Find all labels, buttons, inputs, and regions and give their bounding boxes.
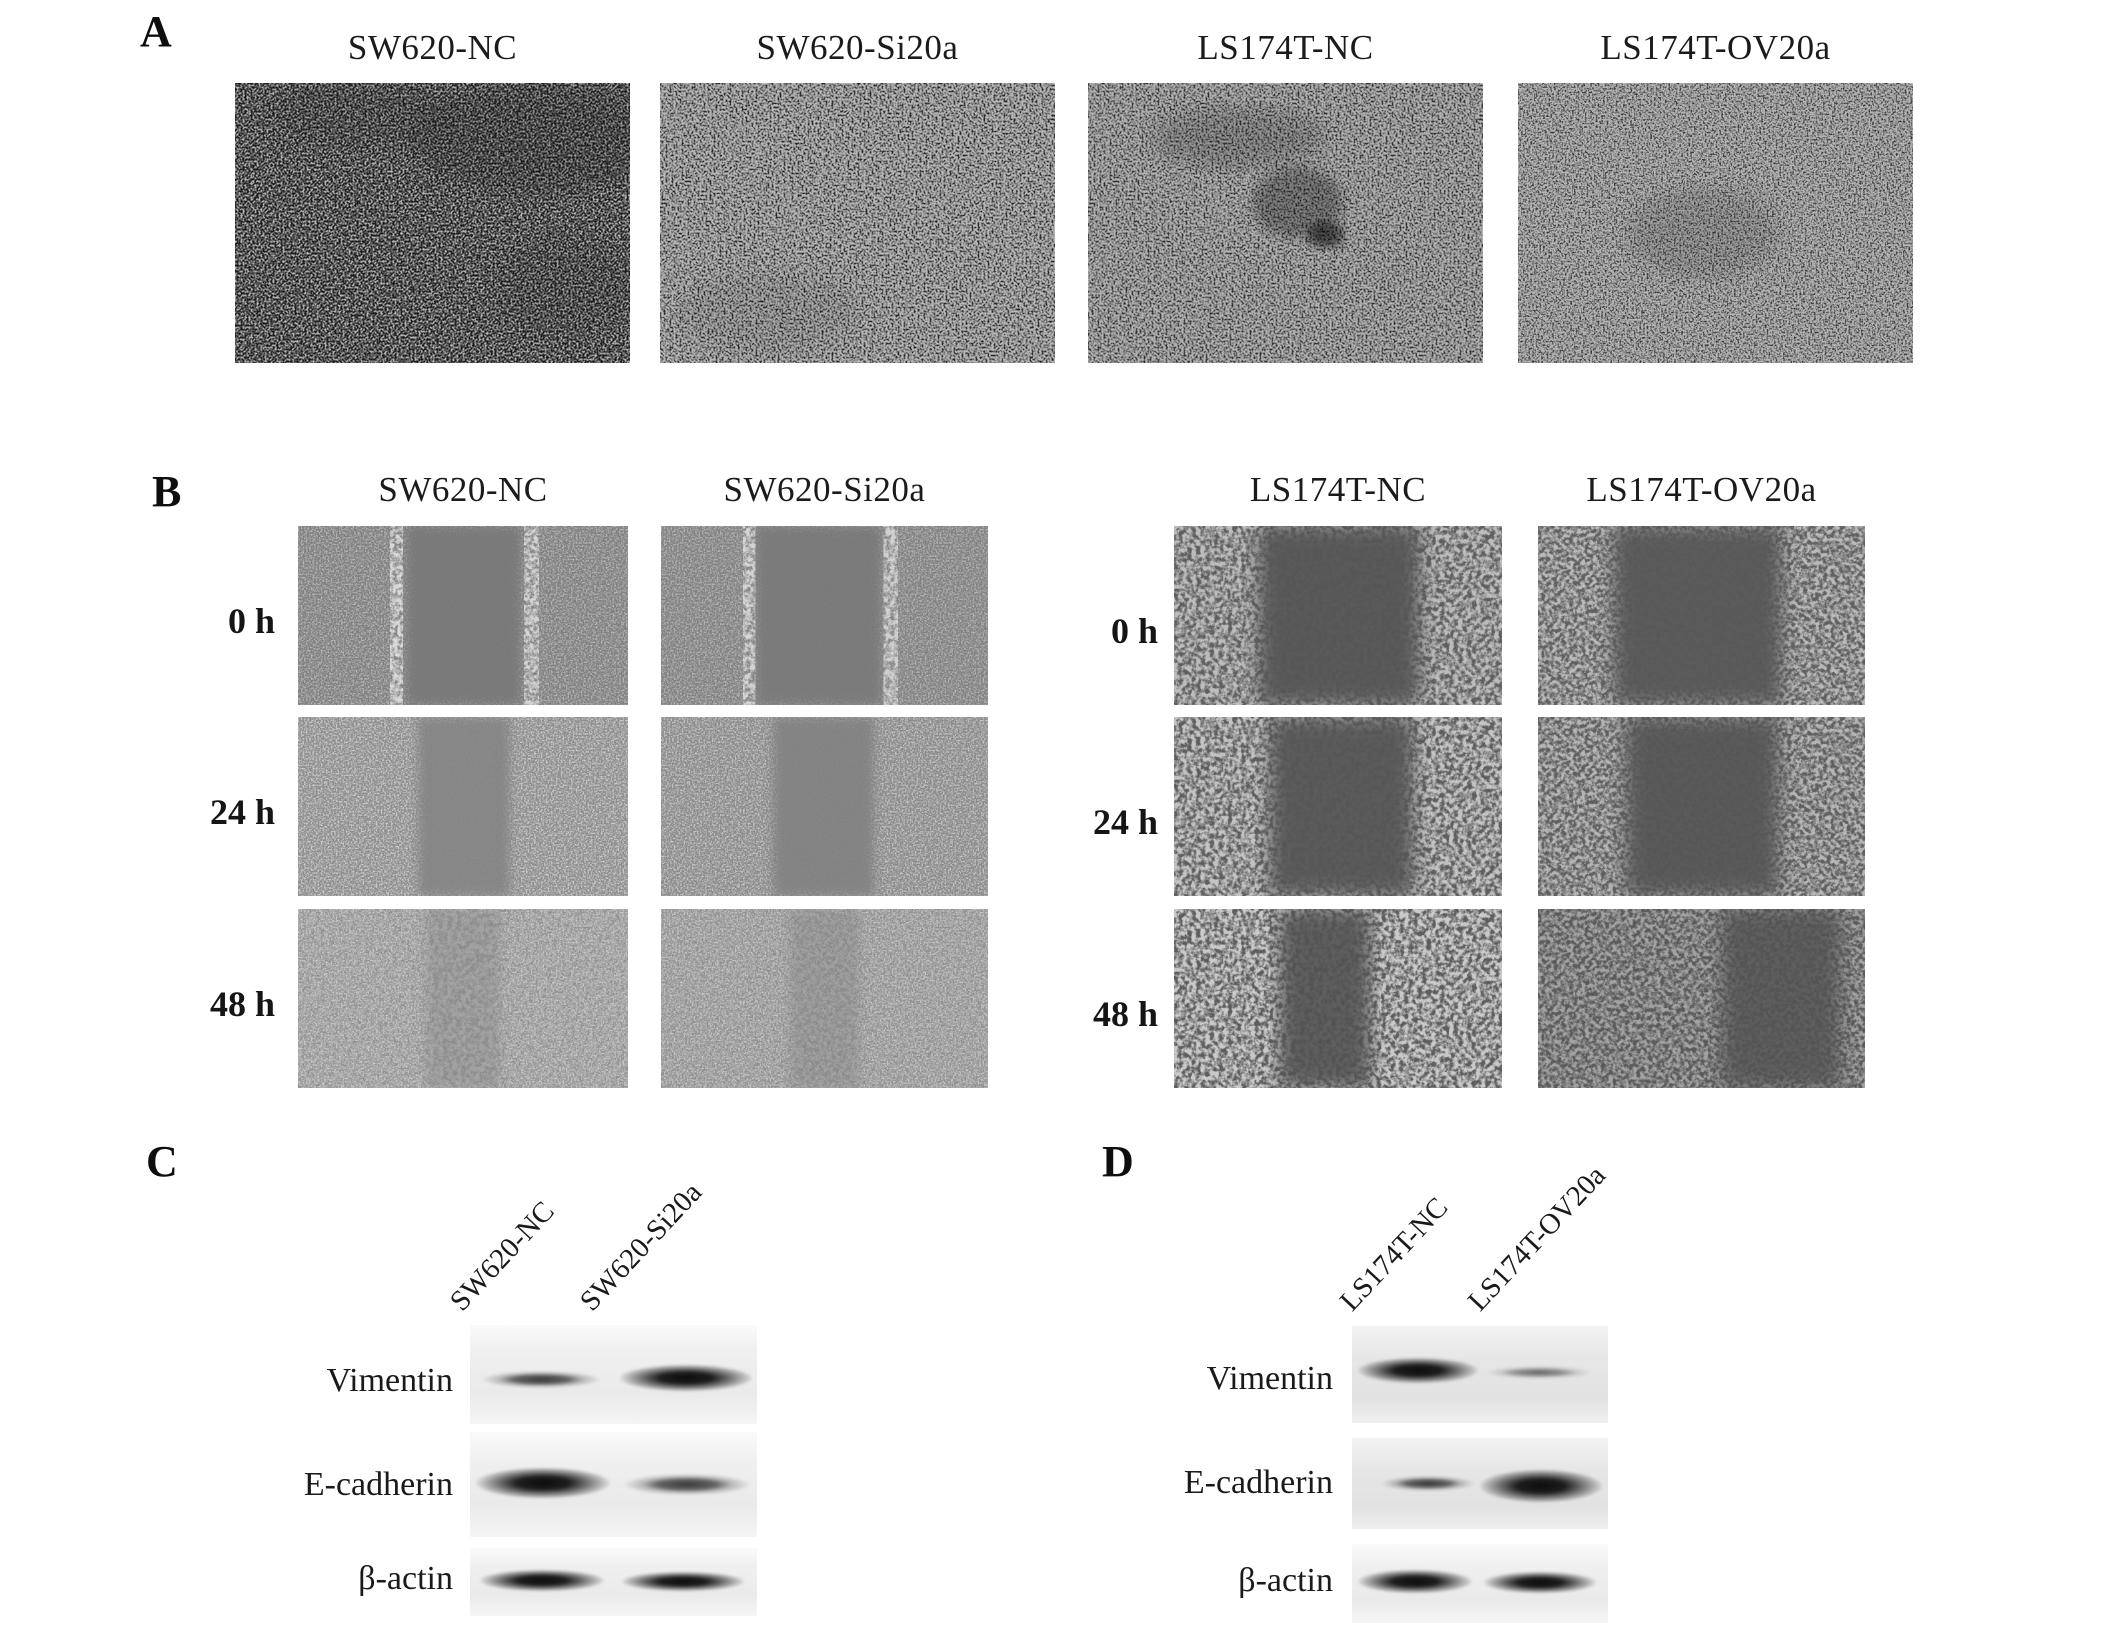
panel-b-header-ls174t-nc: LS174T-NC: [1249, 470, 1427, 509]
wound-ls174t-ov20a-24h: [1538, 717, 1865, 896]
timepoint-0h-right: 0 h: [1110, 611, 1158, 651]
wound-sw620-nc-24h: [298, 717, 628, 896]
band-d-ecadherin-lane1: [1382, 1476, 1474, 1491]
panel-d-protein-bactin: β-actin: [1238, 1562, 1333, 1599]
band-d-ecadherin-lane2: [1480, 1470, 1602, 1502]
micrograph-a-sw620-nc: [235, 83, 630, 363]
wound-sw620-si20a-48h: [661, 909, 988, 1088]
timepoint-0h-left: 0 h: [227, 601, 275, 641]
blot-c-bactin: [470, 1548, 757, 1616]
blot-c-ecadherin: [470, 1432, 757, 1537]
panel-b-header-sw620-si20a: SW620-Si20a: [723, 470, 926, 509]
panel-a-label: A: [140, 7, 172, 56]
panel-c-protein-ecadherin: E-cadherin: [303, 1466, 453, 1503]
panel-c-lane-label-sw620-si20a: SW620-Si20a: [573, 1176, 709, 1318]
panel-b-header-ls174t-ov20a: LS174T-OV20a: [1586, 470, 1817, 509]
blot-d-vimentin: [1352, 1326, 1608, 1423]
wound-sw620-si20a-0h: [661, 526, 988, 705]
timepoint-24h-left: 24 h: [209, 792, 275, 832]
band-c-ecadherin-lane1: [476, 1468, 610, 1498]
micrograph-a-sw620-si20a: [660, 83, 1055, 363]
timepoint-24h-right: 24 h: [1092, 802, 1158, 842]
panel-b-label: B: [152, 467, 182, 516]
blot-d-ecadherin: [1352, 1438, 1608, 1529]
micrograph-a-ls174t-nc: [1088, 83, 1483, 363]
wound-ls174t-ov20a-0h: [1538, 526, 1865, 705]
band-c-bactin-lane2: [622, 1572, 744, 1591]
band-c-bactin-lane1: [480, 1570, 604, 1591]
panel-a-header-sw620-nc: SW620-NC: [347, 28, 518, 67]
band-d-vimentin-lane1: [1358, 1358, 1478, 1383]
panel-b-header-sw620-nc: SW620-NC: [378, 470, 548, 509]
panel-d-label: D: [1102, 1137, 1134, 1186]
band-c-vimentin-lane1: [482, 1371, 600, 1388]
wound-ls174t-ov20a-48h: [1538, 909, 1865, 1088]
blot-c-vimentin: [470, 1325, 757, 1424]
panel-c-protein-bactin: β-actin: [358, 1560, 453, 1597]
panel-a-header-sw620-si20a: SW620-Si20a: [756, 28, 959, 67]
wound-ls174t-nc-48h: [1174, 909, 1502, 1088]
band-c-vimentin-lane2: [620, 1365, 752, 1391]
panel-c-label: C: [146, 1137, 178, 1186]
panel-a-header-ls174t-nc: LS174T-NC: [1197, 28, 1374, 67]
panel-c-lane-label-sw620-nc: SW620-NC: [443, 1195, 561, 1318]
panel-c-protein-vimentin: Vimentin: [326, 1362, 453, 1399]
band-c-ecadherin-lane2: [624, 1474, 750, 1495]
wound-ls174t-nc-0h: [1174, 526, 1502, 705]
panel-d-lane-label-ls174t-nc: LS174T-NC: [1333, 1191, 1455, 1318]
panel-d-protein-vimentin: Vimentin: [1206, 1360, 1333, 1397]
panel-a-header-ls174t-ov20a: LS174T-OV20a: [1600, 28, 1831, 67]
wound-sw620-nc-0h: [298, 526, 628, 705]
panel-d-protein-ecadherin: E-cadherin: [1183, 1464, 1333, 1501]
timepoint-48h-left: 48 h: [209, 984, 275, 1024]
timepoint-48h-right: 48 h: [1092, 994, 1158, 1034]
wound-sw620-si20a-24h: [661, 717, 988, 896]
micrograph-a-ls174t-ov20a: [1518, 83, 1913, 363]
panel-d-lane-label-ls174t-ov20a: LS174T-OV20a: [1461, 1159, 1612, 1318]
wound-sw620-nc-48h: [298, 909, 628, 1088]
band-d-vimentin-lane2: [1486, 1366, 1592, 1379]
blot-d-bactin: [1352, 1544, 1608, 1623]
wound-ls174t-nc-24h: [1174, 717, 1502, 896]
band-d-bactin-lane1: [1358, 1570, 1472, 1593]
band-d-bactin-lane2: [1484, 1572, 1596, 1593]
